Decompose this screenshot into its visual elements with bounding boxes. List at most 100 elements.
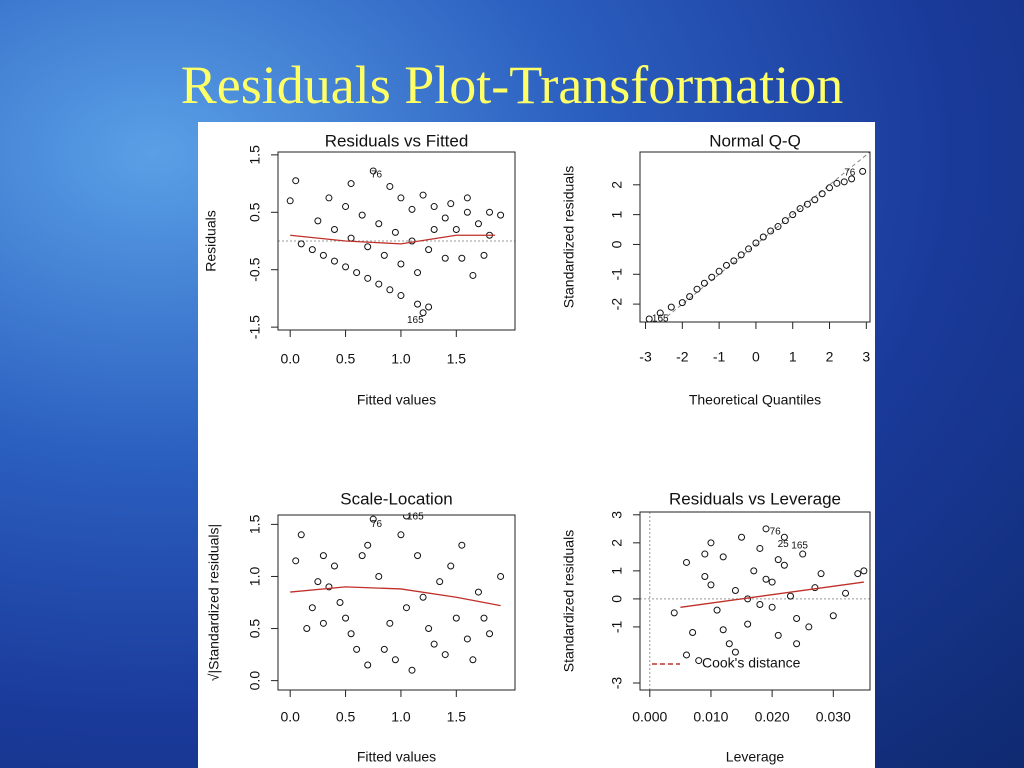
point bbox=[391, 656, 399, 664]
point bbox=[693, 285, 701, 293]
point bbox=[469, 656, 477, 664]
point bbox=[497, 211, 505, 219]
point bbox=[701, 550, 709, 558]
point bbox=[842, 589, 850, 597]
y-tick-label: 1 bbox=[609, 567, 625, 575]
point bbox=[645, 315, 653, 322]
x-tick-label: -2 bbox=[676, 349, 689, 365]
x-tick-label: 0.5 bbox=[336, 709, 356, 725]
point bbox=[414, 300, 422, 308]
point bbox=[722, 261, 730, 269]
point bbox=[854, 570, 862, 578]
chart-title: Residuals vs Fitted bbox=[325, 131, 469, 150]
point bbox=[774, 556, 782, 564]
point bbox=[707, 539, 715, 547]
point bbox=[358, 211, 366, 219]
x-tick-label: 0.000 bbox=[632, 709, 667, 725]
point bbox=[817, 570, 825, 578]
point-label: 76 bbox=[844, 168, 856, 179]
point bbox=[682, 558, 690, 566]
x-tick-label: 0.5 bbox=[336, 351, 356, 367]
x-tick-label: 3 bbox=[862, 349, 870, 365]
point bbox=[793, 640, 801, 648]
plot-area bbox=[290, 515, 505, 674]
x-tick-label: 1 bbox=[789, 349, 797, 365]
point bbox=[447, 200, 455, 208]
y-tick-label: 1.0 bbox=[247, 567, 263, 587]
point bbox=[750, 567, 758, 575]
point bbox=[325, 583, 333, 591]
point bbox=[414, 552, 422, 560]
point bbox=[441, 651, 449, 659]
x-tick-label: 1.5 bbox=[447, 709, 467, 725]
smooth-line bbox=[290, 586, 501, 607]
point bbox=[840, 178, 848, 186]
point bbox=[430, 640, 438, 648]
point bbox=[667, 303, 675, 311]
point bbox=[452, 226, 460, 234]
point bbox=[686, 293, 694, 301]
point bbox=[756, 601, 764, 609]
point bbox=[752, 239, 760, 247]
point bbox=[695, 657, 703, 665]
y-tick-label: 1.5 bbox=[247, 514, 263, 534]
point bbox=[805, 623, 813, 631]
point bbox=[319, 619, 327, 627]
point bbox=[715, 267, 723, 275]
point bbox=[774, 223, 782, 231]
point bbox=[347, 234, 355, 242]
point bbox=[347, 630, 355, 638]
point-label: 25 bbox=[778, 539, 790, 550]
point bbox=[297, 240, 305, 248]
x-tick-label: -1 bbox=[713, 349, 726, 365]
point-label: 76 bbox=[770, 526, 782, 537]
point bbox=[759, 233, 767, 241]
y-tick-label: 0.5 bbox=[247, 202, 263, 222]
point bbox=[774, 631, 782, 639]
x-tick-label: 0.0 bbox=[280, 351, 300, 367]
point bbox=[308, 604, 316, 612]
point bbox=[375, 280, 383, 288]
point bbox=[303, 625, 311, 633]
plot-frame bbox=[277, 151, 516, 331]
point-label: 165 bbox=[652, 314, 669, 325]
point bbox=[408, 205, 416, 213]
point-label: 165 bbox=[791, 540, 808, 551]
point bbox=[707, 581, 715, 589]
point bbox=[402, 515, 410, 520]
point bbox=[678, 299, 686, 307]
y-tick-label: 2 bbox=[609, 181, 625, 189]
point bbox=[408, 237, 416, 245]
point bbox=[463, 194, 471, 202]
point bbox=[780, 533, 788, 541]
y-tick-label: 1 bbox=[609, 211, 625, 219]
point bbox=[425, 625, 433, 633]
point bbox=[342, 203, 350, 211]
point bbox=[480, 614, 488, 622]
y-tick-label: -1 bbox=[609, 620, 625, 633]
y-tick-label: -1 bbox=[609, 268, 625, 281]
point bbox=[364, 661, 372, 669]
point bbox=[364, 274, 372, 282]
point bbox=[497, 572, 505, 580]
point bbox=[369, 515, 377, 523]
point bbox=[811, 196, 819, 204]
y-tick-label: 2 bbox=[609, 539, 625, 547]
point-label: 76 bbox=[371, 170, 383, 181]
y-tick-label: 0 bbox=[609, 595, 625, 603]
x-tick-label: 0.010 bbox=[693, 709, 728, 725]
plot-frame bbox=[639, 511, 871, 691]
point-label: 165 bbox=[407, 315, 424, 326]
point bbox=[319, 251, 327, 259]
point bbox=[826, 184, 834, 192]
point bbox=[430, 226, 438, 234]
point bbox=[756, 544, 764, 552]
x-tick-label: -3 bbox=[639, 349, 652, 365]
point bbox=[369, 167, 377, 175]
plot-area bbox=[278, 167, 515, 317]
y-axis-label: Standardized residuals bbox=[561, 166, 577, 308]
point-label: 165 bbox=[407, 512, 424, 523]
y-tick-label: -2 bbox=[609, 298, 625, 311]
point bbox=[486, 208, 494, 216]
